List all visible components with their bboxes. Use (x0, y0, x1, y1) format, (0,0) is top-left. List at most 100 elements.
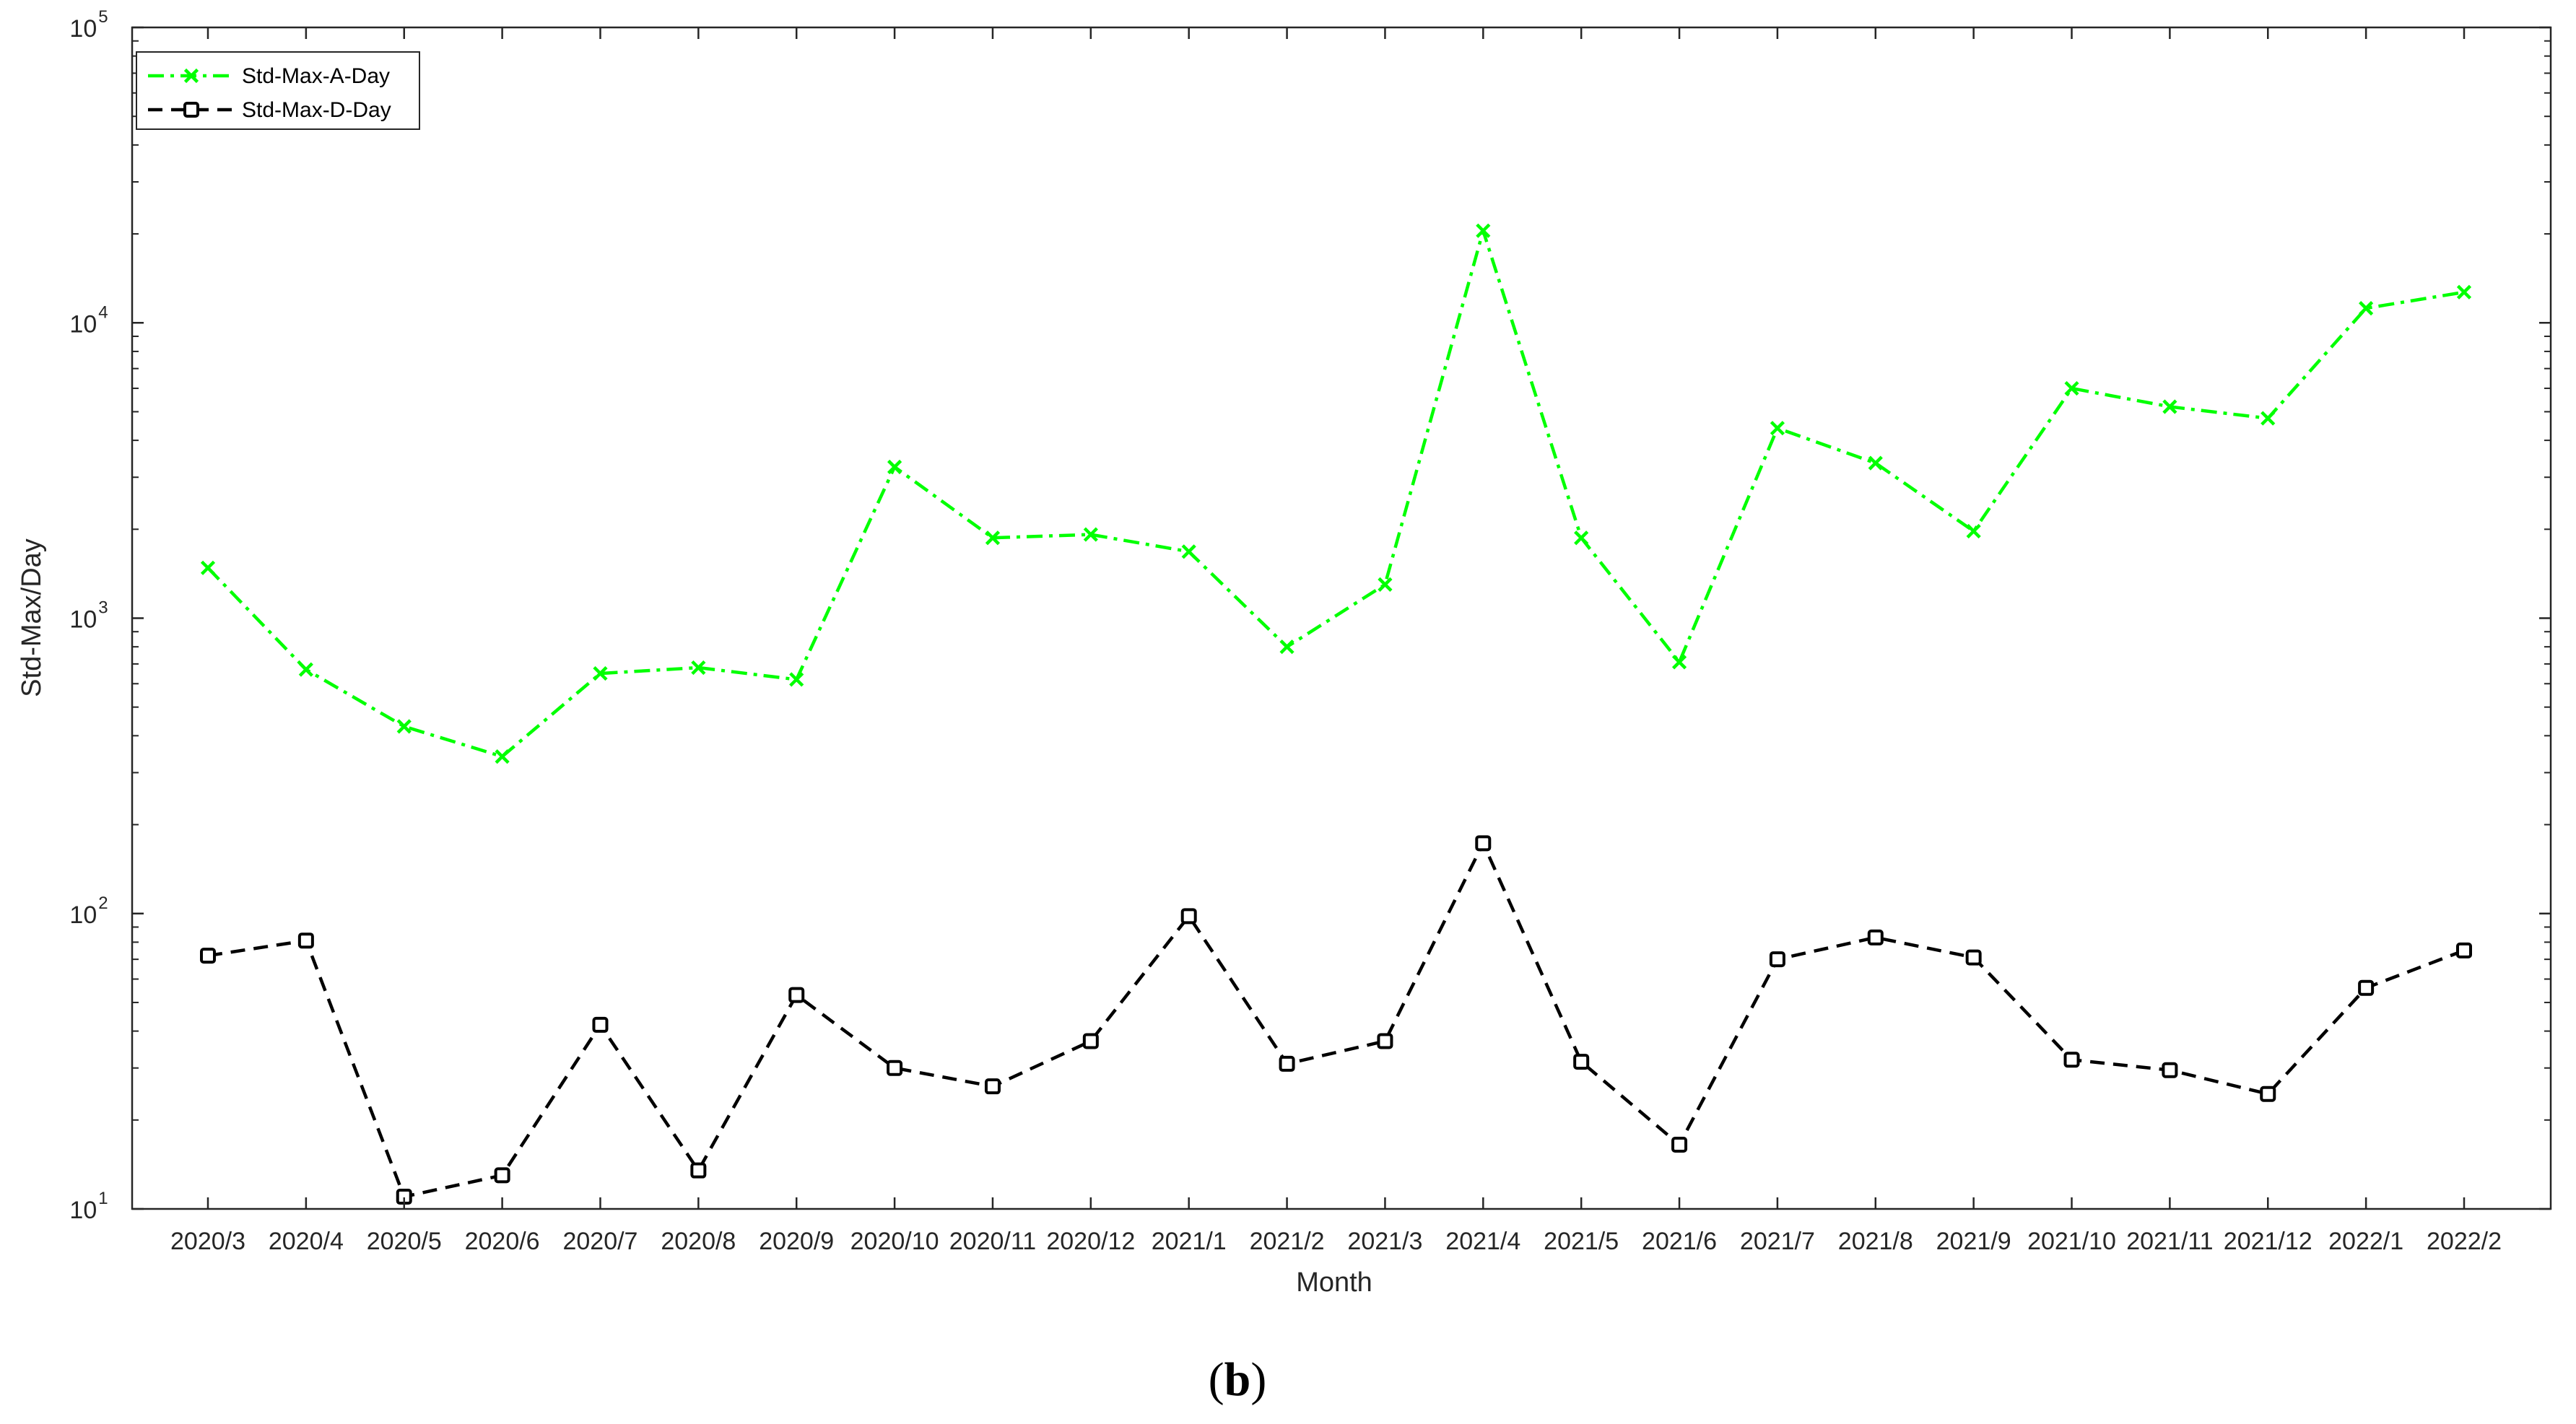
data-point (2456, 284, 2472, 300)
legend-item: Std-Max-A-Day (148, 64, 390, 88)
data-point (789, 672, 804, 687)
y-tick-base: 10 (69, 1197, 97, 1224)
legend: Std-Max-A-Day Std-Max-D-Day (136, 51, 420, 130)
data-point (2260, 1086, 2276, 1102)
data-point (494, 1167, 510, 1184)
data-point (984, 1078, 1001, 1095)
x-tick-label: 2020/9 (759, 1228, 834, 1255)
y-tick-exponent: 1 (98, 1189, 108, 1208)
x-tick-label: 2021/4 (1445, 1228, 1520, 1255)
data-point (1574, 530, 1589, 546)
series-layer (200, 223, 2472, 1205)
data-point (2359, 301, 2374, 316)
x-tick-label: 2021/5 (1544, 1228, 1619, 1255)
legend-label: Std-Max-A-Day (242, 64, 390, 88)
data-point (985, 530, 1001, 546)
series-1 (200, 835, 2472, 1205)
y-tick-base: 10 (69, 310, 97, 338)
x-tick-label: 2020/7 (562, 1228, 638, 1255)
x-tick-label: 2020/8 (661, 1228, 736, 1255)
series-line (206, 229, 2465, 759)
data-point (1966, 523, 1981, 539)
data-point (1377, 1033, 1393, 1049)
data-point (200, 948, 216, 964)
data-point (1378, 577, 1393, 592)
data-point (592, 1016, 609, 1033)
panel-caption-letter: b (1224, 1353, 1251, 1406)
data-point (1868, 455, 1883, 471)
x-tick-label: 2021/7 (1740, 1228, 1815, 1255)
legend-entries: Std-Max-A-Day Std-Max-D-Day (148, 64, 391, 122)
data-point (2063, 1052, 2080, 1068)
y-tick-label: 105 (69, 7, 108, 43)
data-point (2162, 1062, 2178, 1078)
x-tick-label: 2022/1 (2328, 1228, 2403, 1255)
series-line (207, 842, 2465, 1199)
legend-marker (183, 102, 199, 118)
data-point (1180, 908, 1197, 925)
legend-item: Std-Max-D-Day (148, 98, 391, 122)
data-point (593, 665, 608, 681)
data-point (1671, 1136, 1688, 1153)
x-axis-label: Month (1296, 1267, 1372, 1298)
x-ticks: 2020/3 2020/4 2020/5 2020/6 2020/7 2020/8 2020… (170, 27, 2502, 1255)
data-point (297, 932, 314, 949)
data-point (1279, 1055, 1295, 1072)
panel-caption: (b) (1209, 1353, 1267, 1406)
data-point (1573, 1054, 1590, 1070)
data-point (1671, 655, 1687, 670)
y-tick-exponent: 3 (98, 598, 108, 618)
data-point (1279, 639, 1294, 655)
data-point (1083, 527, 1098, 542)
data-point (690, 1162, 707, 1179)
y-tick-exponent: 4 (98, 302, 108, 322)
data-point (887, 1060, 903, 1076)
x-tick-label: 2020/10 (850, 1228, 939, 1255)
data-point (200, 560, 216, 575)
x-tick-label: 2021/11 (2126, 1228, 2213, 1255)
y-tick-exponent: 2 (98, 894, 108, 913)
y-tick-label: 101 (69, 1189, 108, 1224)
data-point (1965, 949, 1982, 966)
data-point (396, 719, 412, 734)
x-tick-label: 2021/12 (2224, 1228, 2312, 1255)
x-tick-label: 2021/6 (1642, 1228, 1717, 1255)
data-point (1770, 421, 1785, 436)
x-tick-label: 2020/12 (1046, 1228, 1135, 1255)
data-point (887, 459, 902, 475)
data-point (2064, 380, 2079, 396)
x-tick-label: 2022/2 (2427, 1228, 2502, 1255)
y-tick-exponent: 5 (98, 7, 108, 27)
x-tick-label: 2020/11 (949, 1228, 1036, 1255)
x-tick-label: 2021/9 (1936, 1228, 2011, 1255)
data-point (495, 749, 510, 764)
data-point (1867, 929, 1884, 945)
x-tick-label: 2021/1 (1152, 1228, 1227, 1255)
data-point (2260, 411, 2276, 426)
data-point (1476, 223, 1491, 238)
y-tick-label: 104 (69, 302, 108, 338)
legend-box (136, 51, 420, 130)
series-0 (200, 223, 2472, 764)
x-tick-label: 2021/10 (2027, 1228, 2116, 1255)
data-point (788, 987, 805, 1003)
x-tick-label: 2020/4 (269, 1228, 344, 1255)
y-tick-label: 102 (69, 894, 108, 929)
y-tick-base: 10 (69, 15, 97, 43)
y-tick-base: 10 (69, 901, 97, 929)
data-point (691, 660, 706, 676)
x-tick-label: 2021/2 (1250, 1228, 1325, 1255)
data-point (2358, 979, 2375, 996)
x-tick-label: 2020/3 (170, 1228, 245, 1255)
data-point (1475, 835, 1492, 852)
data-point (1082, 1033, 1099, 1049)
x-tick-label: 2020/6 (465, 1228, 540, 1255)
legend-label: Std-Max-D-Day (242, 98, 391, 122)
y-tick-label: 103 (69, 598, 108, 634)
y-tick-base: 10 (69, 606, 97, 634)
x-tick-label: 2021/3 (1347, 1228, 1422, 1255)
legend-marker (183, 68, 199, 84)
